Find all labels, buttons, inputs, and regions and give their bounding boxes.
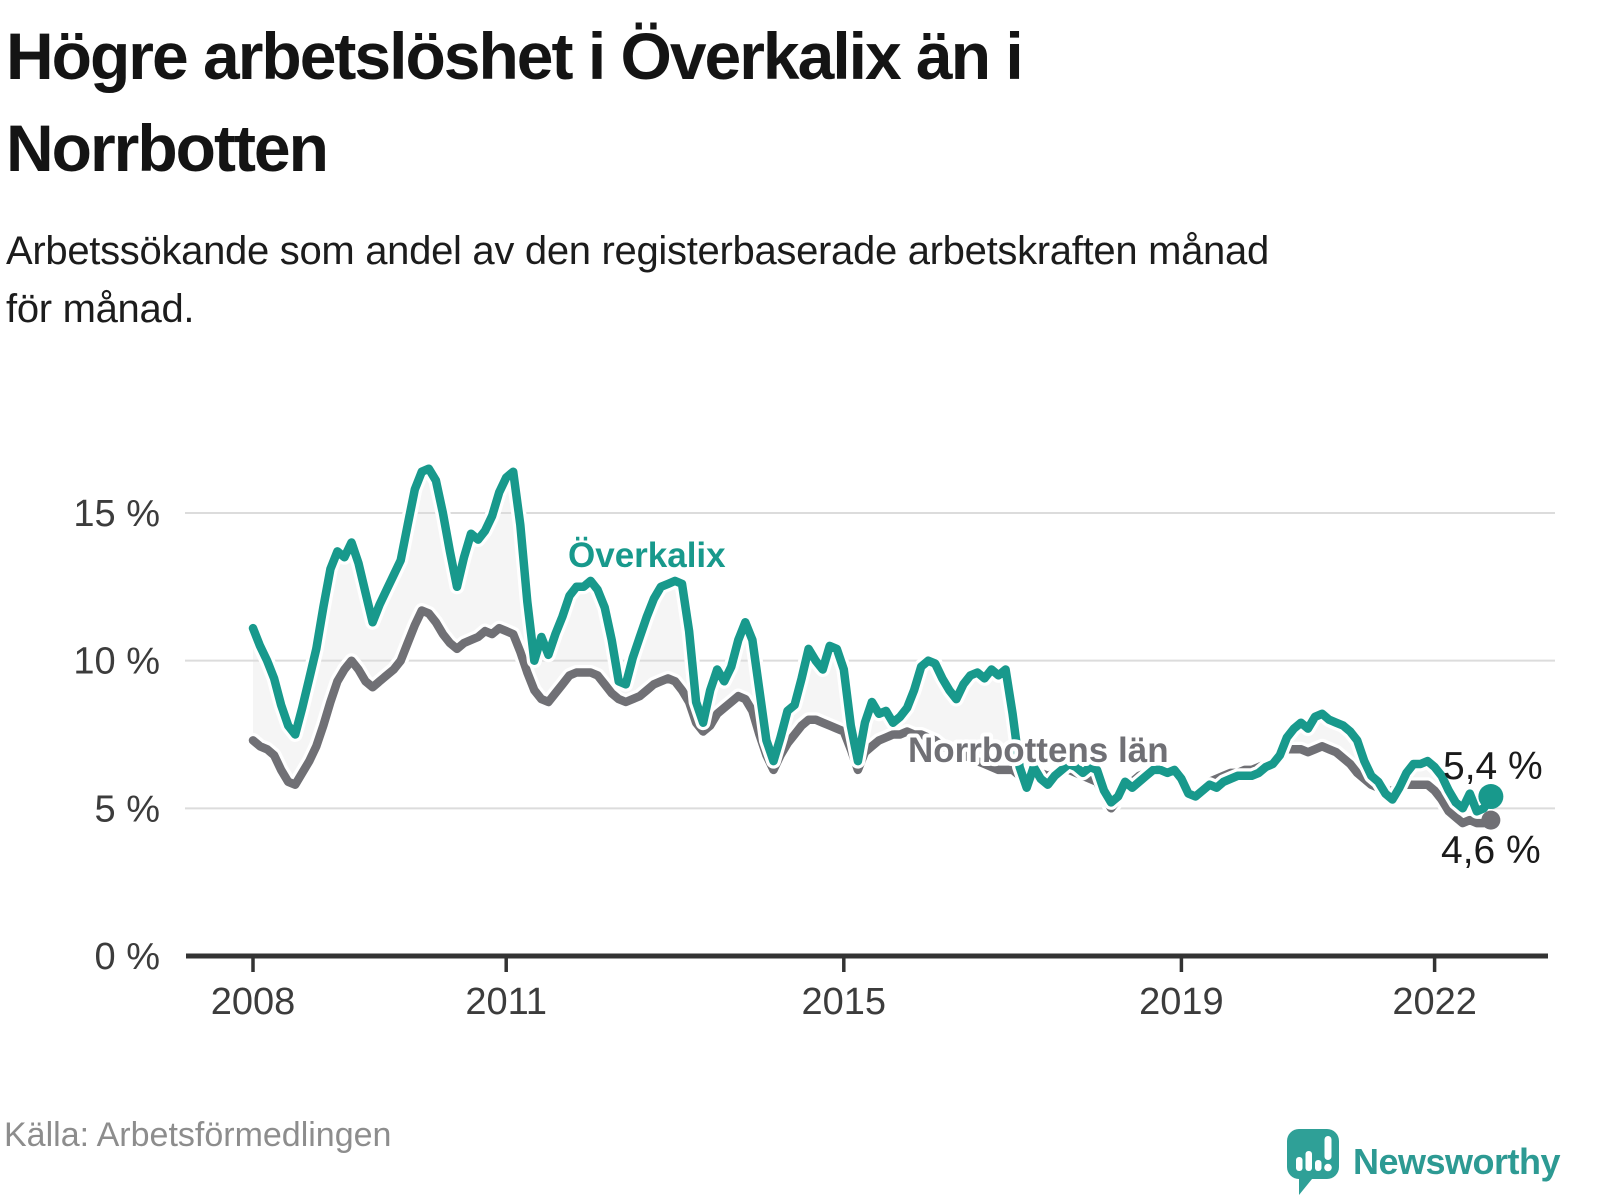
norrbotten-end-dot [1481,810,1501,830]
x-tick-label-2011: 2011 [465,981,547,1023]
brand-logo: Newsworthy [1286,1126,1561,1198]
overkalix-end-value-label: 5,4 % [1443,745,1543,788]
y-tick-label-5: 5 % [95,788,160,830]
y-tick-label-15: 15 % [73,493,160,535]
newsworthy-logo-icon [1287,1129,1339,1195]
brand-name: Newsworthy [1353,1141,1561,1182]
subtitle: Arbetssökande som andel av den registerb… [6,222,1586,338]
x-tick-label-2015: 2015 [802,981,887,1023]
x-tick-label-2022: 2022 [1392,981,1477,1023]
norrbotten-end-value-label: 4,6 % [1441,829,1541,872]
overkalix-line [248,464,1496,816]
subtitle-line1: Arbetssökande som andel av den registerb… [6,229,1269,273]
overkalix-end-dot [1478,784,1504,810]
overkalix-series-label: Överkalix [568,536,726,575]
title-line2: Norrbotten [6,111,329,186]
title-line1: Högre arbetslöshet i Överkalix än i [6,19,1024,93]
header: Högre arbetslöshet i Överkalix än i Norrb… [6,10,1566,195]
page-title: Högre arbetslöshet i Överkalix än i Norrb… [6,10,1566,195]
subtitle-line2: för månad. [6,287,195,331]
y-tick-label-10: 10 % [73,641,160,683]
x-tick-label-2019: 2019 [1139,981,1224,1023]
source-note: Källa: Arbetsförmedlingen [4,1116,392,1154]
norrbotten-series-label: Norrbottens län [908,731,1169,770]
y-tick-label-0: 0 % [95,936,160,978]
x-tick-label-2008: 2008 [211,981,296,1023]
